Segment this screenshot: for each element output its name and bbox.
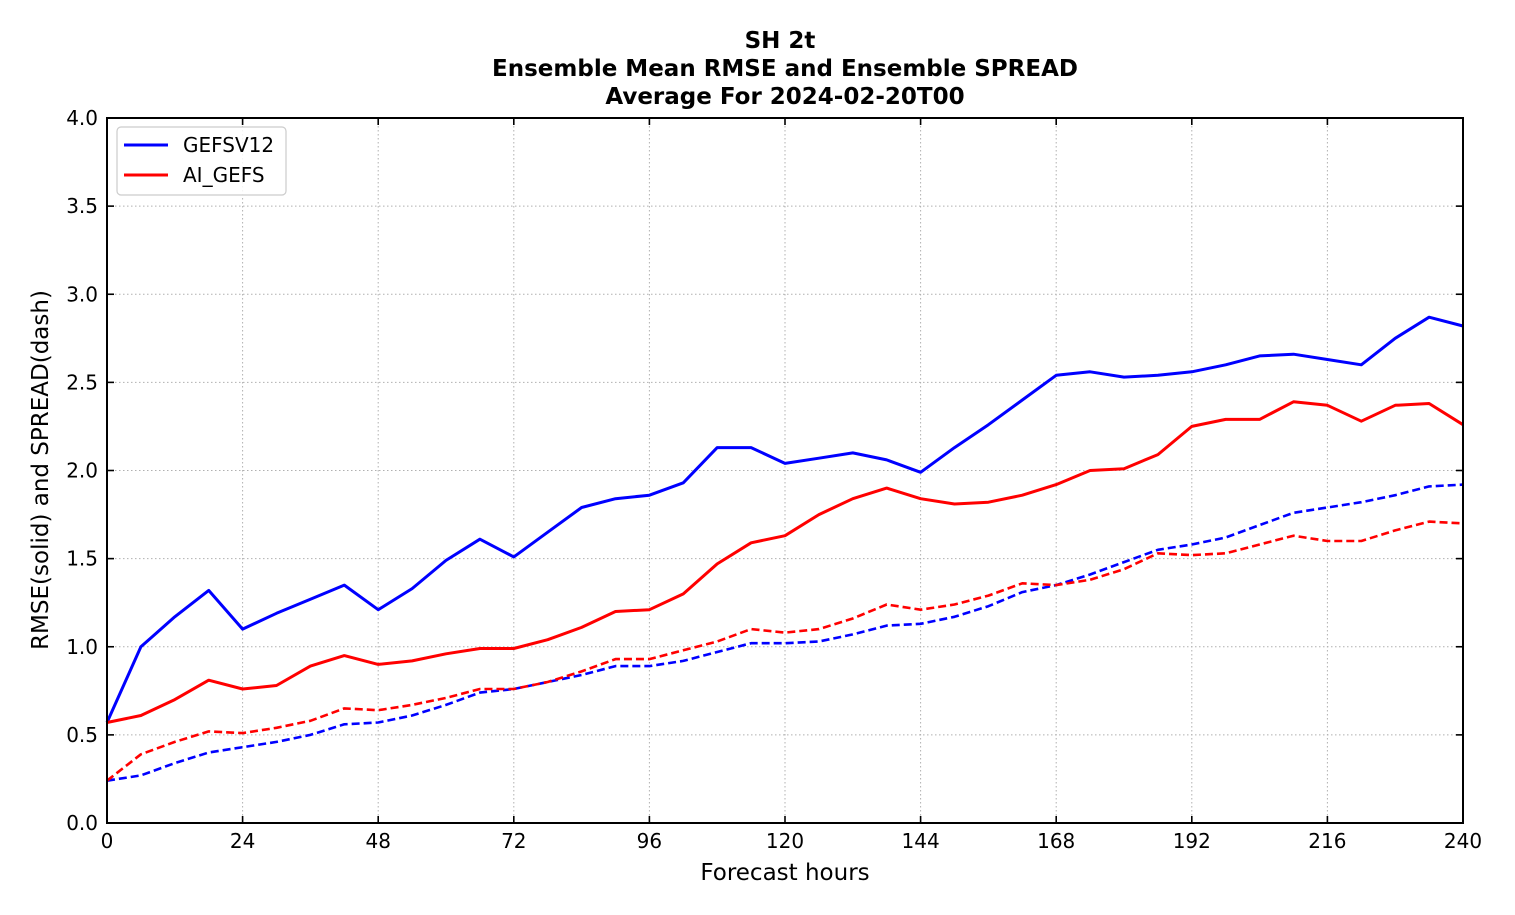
legend: GEFSV12 AI_GEFS [116, 126, 287, 196]
axis-ticks: 0 24 48 72 96 120 144 168 192 216 240 0.0 0.5 1.0 1.5 2… [66, 106, 1482, 853]
chart-title: SH 2t [745, 28, 816, 54]
y-tick-label: 2.0 [66, 459, 98, 483]
x-tick-label: 96 [637, 829, 662, 853]
x-tick-label: 240 [1444, 829, 1482, 853]
grid [107, 118, 1463, 823]
y-tick-label: 3.0 [66, 282, 98, 306]
x-tick-label: 168 [1037, 829, 1075, 853]
y-tick-label: 3.5 [66, 194, 98, 218]
series-line-gefsv12-rmse [105, 315, 1464, 724]
x-tick-label: 144 [902, 829, 940, 853]
x-tick-label: 120 [766, 829, 804, 853]
legend-label-ai-gefs: AI_GEFS [183, 163, 265, 187]
x-tick-label: 72 [501, 829, 526, 853]
y-tick-label: 1.0 [66, 635, 98, 659]
x-tick-label: 48 [365, 829, 390, 853]
x-axis-label: Forecast hours [700, 860, 869, 886]
y-tick-label: 4.0 [66, 106, 98, 130]
y-axis-label: RMSE(solid) and SPREAD(dash) [28, 290, 54, 650]
legend-label-gefsv12: GEFSV12 [183, 133, 274, 157]
series-line-gefsv12-spread [106, 483, 1464, 782]
x-tick-label: 0 [101, 829, 114, 853]
series-line-ai-gefs-spread [106, 520, 1464, 782]
y-tick-label: 0.5 [66, 723, 98, 747]
series-group [105, 315, 1464, 782]
series-line-ai-gefs-rmse [106, 400, 1464, 724]
y-tick-label: 0.0 [66, 811, 98, 835]
y-tick-label: 1.5 [66, 547, 98, 571]
x-tick-label: 24 [230, 829, 255, 853]
y-tick-label: 2.5 [66, 370, 98, 394]
chart-subtitle-2: Average For 2024-02-20T00 [605, 84, 964, 110]
plot-frame [106, 117, 1464, 824]
x-tick-label: 216 [1308, 829, 1346, 853]
chart-subtitle: Ensemble Mean RMSE and Ensemble SPREAD [492, 56, 1078, 82]
x-tick-label: 192 [1173, 829, 1211, 853]
